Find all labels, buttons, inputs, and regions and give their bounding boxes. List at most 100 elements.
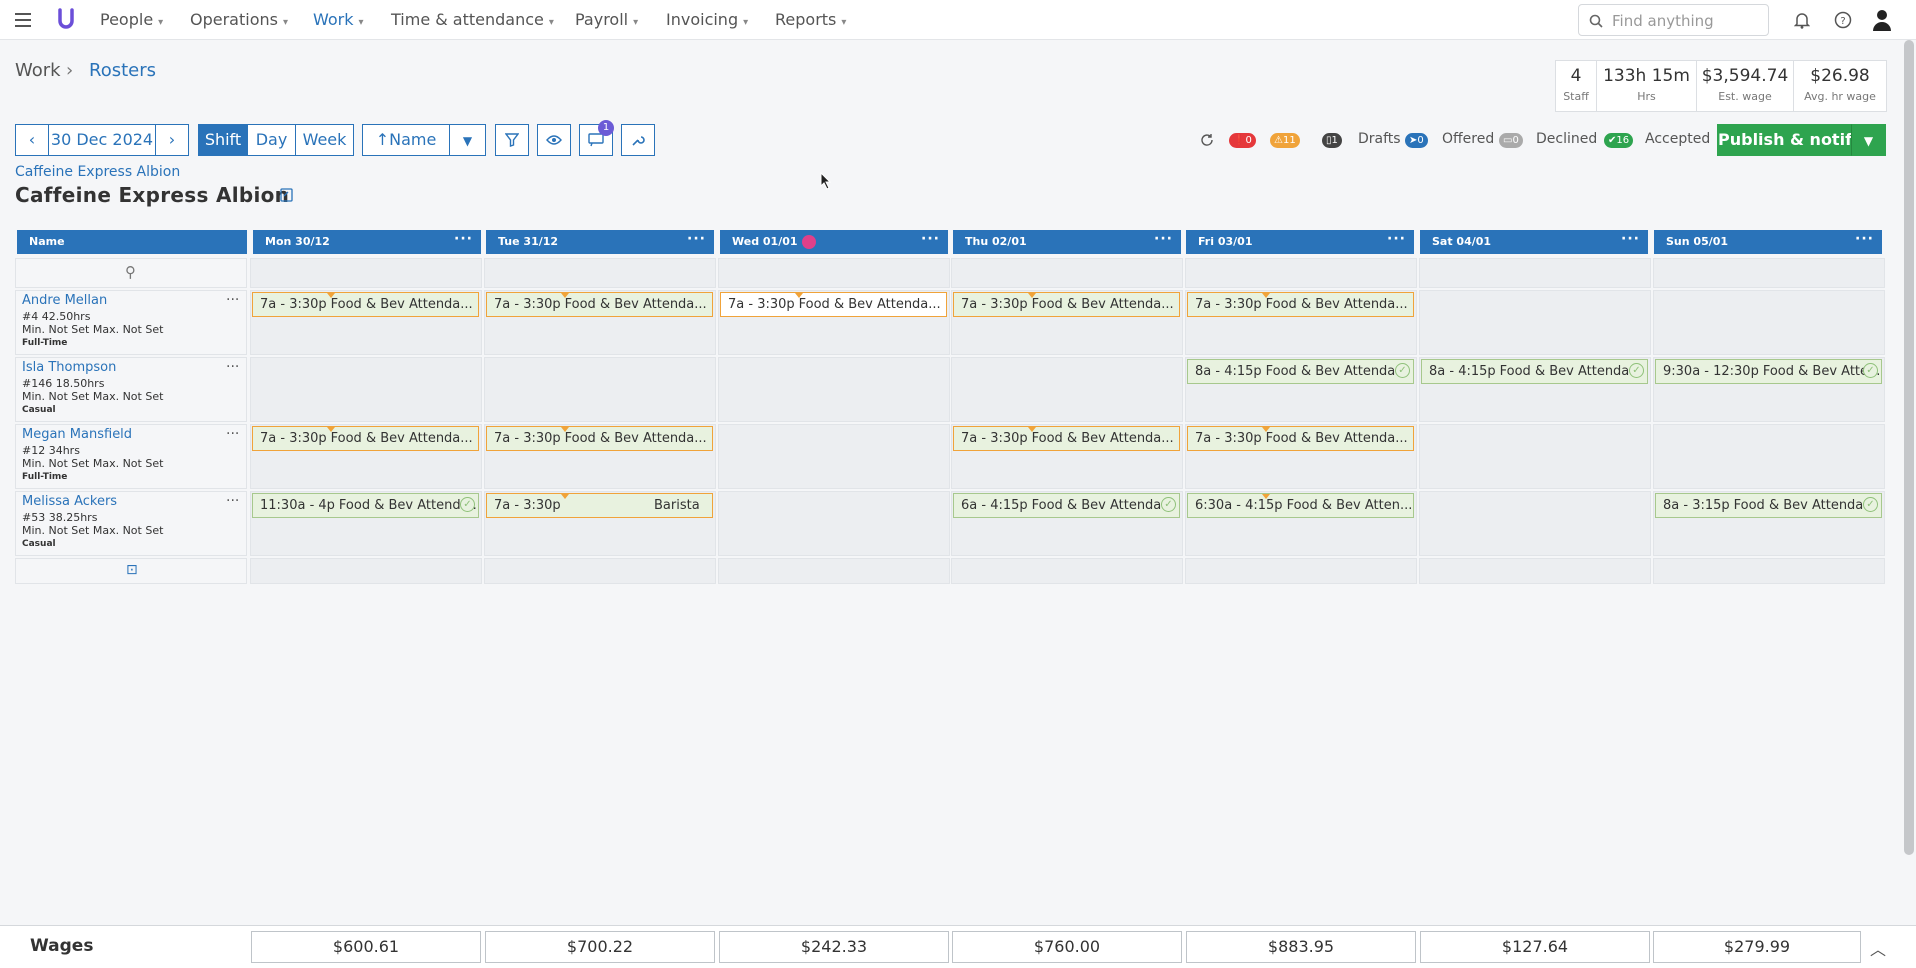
- more-options-icon[interactable]: ···: [1154, 231, 1173, 247]
- roster-cell[interactable]: [484, 357, 716, 422]
- sort-button[interactable]: ↑Name: [362, 124, 450, 156]
- column-header-fri[interactable]: Fri 03/01 ···: [1186, 230, 1414, 254]
- roster-cell[interactable]: [718, 558, 950, 584]
- roster-cell[interactable]: [484, 258, 716, 288]
- roster-cell[interactable]: [250, 258, 482, 288]
- breadcrumb-rosters[interactable]: Rosters: [89, 60, 156, 81]
- vertical-scrollbar[interactable]: [1904, 40, 1914, 855]
- shift-card[interactable]: 8a - 3:15p Food & Bev Attenda... ✓: [1655, 493, 1882, 518]
- accepted-count-badge[interactable]: ✔16: [1604, 133, 1634, 148]
- logo-icon[interactable]: [57, 8, 75, 30]
- shift-card[interactable]: 7a - 3:30p Food & Bev Attenda...: [1187, 292, 1414, 317]
- bell-icon[interactable]: [1794, 11, 1810, 29]
- employee-more-options-icon[interactable]: ···: [226, 426, 240, 442]
- roster-cell[interactable]: [951, 558, 1183, 584]
- next-week-button[interactable]: ›: [155, 124, 189, 156]
- location-link[interactable]: Caffeine Express Albion: [15, 164, 181, 180]
- publish-notify-button[interactable]: Publish & notify: [1717, 124, 1862, 156]
- refresh-icon[interactable]: [1200, 133, 1214, 147]
- date-picker-button[interactable]: 30 Dec 2024: [48, 124, 156, 156]
- roster-cell[interactable]: [1653, 424, 1885, 489]
- column-header-sun[interactable]: Sun 05/01 ···: [1654, 230, 1882, 254]
- publish-options-dropdown[interactable]: ▼: [1851, 124, 1886, 156]
- tools-button[interactable]: [621, 124, 655, 156]
- breadcrumb-work[interactable]: Work: [15, 60, 61, 81]
- roster-cell[interactable]: [718, 357, 950, 422]
- roster-cell[interactable]: [250, 558, 482, 584]
- sort-dropdown-button[interactable]: ▼: [449, 124, 486, 156]
- roster-cell[interactable]: [951, 258, 1183, 288]
- roster-cell[interactable]: [718, 491, 950, 556]
- roster-cell[interactable]: [1185, 258, 1417, 288]
- declined-count-badge[interactable]: ▭0: [1499, 133, 1523, 148]
- more-options-icon[interactable]: ···: [1855, 231, 1874, 247]
- shift-card[interactable]: 7a - 3:30p Barista: [486, 493, 713, 518]
- employee-more-options-icon[interactable]: ···: [226, 292, 240, 308]
- shift-card[interactable]: 6:30a - 4:15p Food & Bev Atten...: [1187, 493, 1414, 518]
- nav-reports[interactable]: Reports ▾: [775, 0, 846, 40]
- column-header-mon[interactable]: Mon 30/12 ···: [253, 230, 481, 254]
- more-options-icon[interactable]: ···: [454, 231, 473, 247]
- shift-card[interactable]: 7a - 3:30p Food & Bev Attenda...: [486, 292, 713, 317]
- shift-card[interactable]: 7a - 3:30p Food & Bev Attenda...: [252, 426, 479, 451]
- roster-cell[interactable]: [1419, 491, 1651, 556]
- filter-button[interactable]: [495, 124, 529, 156]
- employee-name-link[interactable]: Melissa Ackers: [22, 494, 118, 509]
- more-options-icon[interactable]: ···: [921, 231, 940, 247]
- more-options-icon[interactable]: ···: [687, 231, 706, 247]
- nav-people[interactable]: People ▾: [100, 0, 163, 40]
- employee-name-link[interactable]: Andre Mellan: [22, 293, 108, 308]
- roster-cell[interactable]: [484, 558, 716, 584]
- column-header-tue[interactable]: Tue 31/12 ···: [486, 230, 714, 254]
- shift-card[interactable]: 8a - 4:15p Food & Bev Attenda... ✓: [1421, 359, 1648, 384]
- roster-cell[interactable]: [1653, 558, 1885, 584]
- note-edit-icon[interactable]: [280, 188, 293, 202]
- add-employee-icon[interactable]: ⊡: [126, 562, 138, 578]
- menu-icon[interactable]: [15, 13, 35, 27]
- roster-cell[interactable]: [1419, 290, 1651, 355]
- employee-name-link[interactable]: Isla Thompson: [22, 360, 117, 375]
- nav-time-attendance[interactable]: Time & attendance ▾: [391, 0, 554, 40]
- roster-cell[interactable]: [718, 258, 950, 288]
- drafts-count-badge[interactable]: ▯1: [1322, 133, 1342, 148]
- roster-cell[interactable]: [1653, 258, 1885, 288]
- roster-cell[interactable]: [1185, 558, 1417, 584]
- shift-card[interactable]: 7a - 3:30p Food & Bev Attenda...: [720, 292, 947, 317]
- view-day-tab[interactable]: Day: [247, 124, 296, 156]
- shift-card[interactable]: 11:30a - 4p Food & Bev Attenda... ✓: [252, 493, 479, 518]
- visibility-button[interactable]: [537, 124, 571, 156]
- roster-cell[interactable]: [250, 357, 482, 422]
- column-header-wed[interactable]: Wed 01/01 ···: [720, 230, 948, 254]
- shift-card[interactable]: 9:30a - 12:30p Food & Bev Atte... ✓: [1655, 359, 1882, 384]
- more-options-icon[interactable]: ···: [1387, 231, 1406, 247]
- shift-card[interactable]: 7a - 3:30p Food & Bev Attenda...: [953, 292, 1180, 317]
- search-input[interactable]: Find anything: [1578, 4, 1769, 36]
- shift-card[interactable]: 8a - 4:15p Food & Bev Attenda... ✓: [1187, 359, 1414, 384]
- prev-week-button[interactable]: ‹: [15, 124, 49, 156]
- roster-cell[interactable]: [718, 424, 950, 489]
- view-shift-tab[interactable]: Shift: [198, 124, 248, 156]
- column-header-name[interactable]: Name: [17, 230, 247, 254]
- employee-name-link[interactable]: Megan Mansfield: [22, 427, 133, 442]
- more-options-icon[interactable]: ···: [1621, 231, 1640, 247]
- shift-card[interactable]: 7a - 3:30p Food & Bev Attenda...: [486, 426, 713, 451]
- employee-more-options-icon[interactable]: ···: [226, 359, 240, 375]
- roster-cell[interactable]: [1419, 424, 1651, 489]
- nav-payroll[interactable]: Payroll ▾: [575, 0, 638, 40]
- messages-button[interactable]: [579, 124, 613, 156]
- shift-card[interactable]: 7a - 3:30p Food & Bev Attenda...: [953, 426, 1180, 451]
- collapse-wages-icon[interactable]: ︿: [1870, 940, 1887, 959]
- roster-cell[interactable]: [951, 357, 1183, 422]
- roster-cell[interactable]: [1419, 258, 1651, 288]
- nav-work[interactable]: Work ▾: [313, 0, 364, 40]
- warning-count-badge[interactable]: ⚠11: [1270, 133, 1300, 148]
- roster-cell[interactable]: [1653, 290, 1885, 355]
- view-week-tab[interactable]: Week: [295, 124, 354, 156]
- column-header-sat[interactable]: Sat 04/01 ···: [1420, 230, 1648, 254]
- offered-count-badge[interactable]: ➤0: [1405, 133, 1428, 148]
- employee-more-options-icon[interactable]: ···: [226, 493, 240, 509]
- add-open-shift-icon[interactable]: ⚲: [125, 263, 136, 281]
- shift-card[interactable]: 7a - 3:30p Food & Bev Attenda...: [1187, 426, 1414, 451]
- column-header-thu[interactable]: Thu 02/01 ···: [953, 230, 1181, 254]
- nav-operations[interactable]: Operations ▾: [190, 0, 288, 40]
